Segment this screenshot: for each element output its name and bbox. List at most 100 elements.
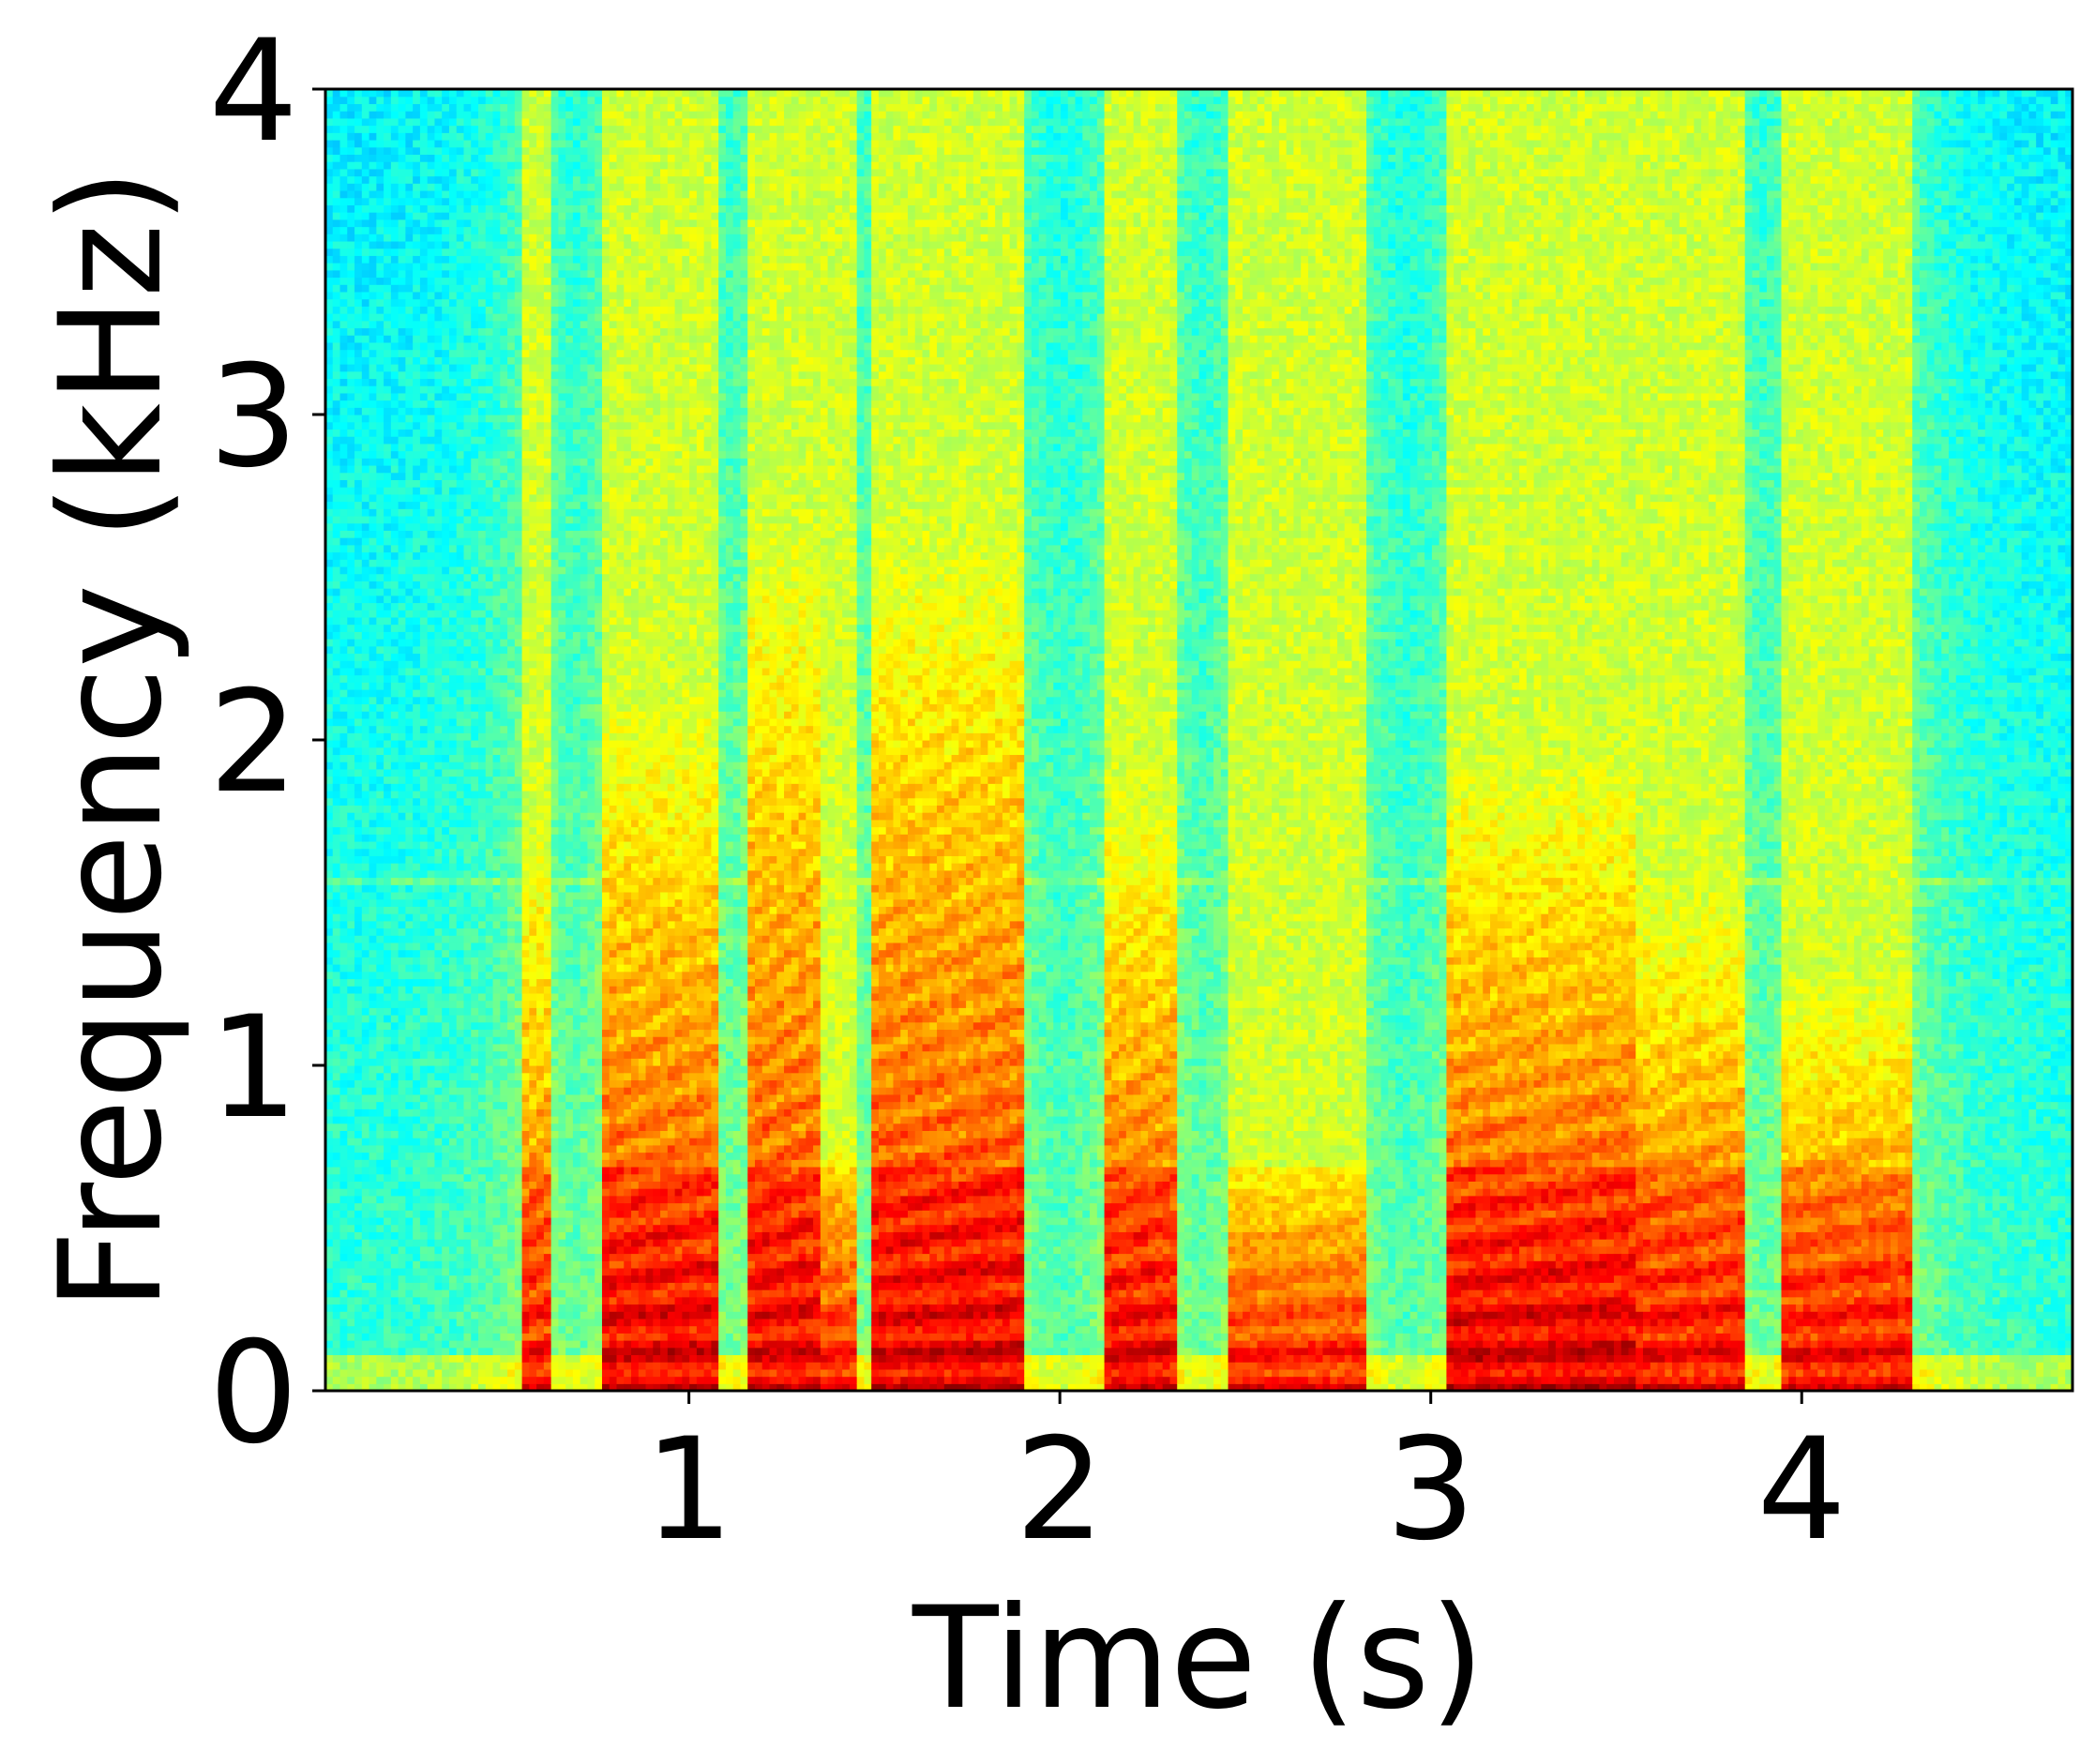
spectrogram-cell bbox=[333, 487, 340, 494]
spectrogram-cell bbox=[413, 393, 420, 400]
spectrogram-cell bbox=[362, 1159, 369, 1167]
spectrogram-cell bbox=[442, 219, 449, 227]
spectrogram-cell bbox=[420, 950, 428, 957]
spectrogram-cell bbox=[340, 1354, 348, 1362]
spectrogram-cell bbox=[354, 227, 362, 234]
spectrogram-cell bbox=[354, 169, 362, 176]
spectrogram-cell bbox=[384, 761, 391, 769]
spectrogram-cell bbox=[376, 942, 384, 950]
spectrogram-cell bbox=[362, 479, 369, 487]
spectrogram-cell bbox=[384, 682, 391, 689]
spectrogram-cell bbox=[347, 1181, 354, 1188]
spectrogram-cell bbox=[340, 1253, 348, 1260]
spectrogram-cell bbox=[449, 1246, 457, 1254]
spectrogram-cell bbox=[391, 321, 399, 328]
spectrogram-cell bbox=[449, 625, 457, 632]
spectrogram-cell bbox=[428, 537, 435, 545]
spectrogram-cell bbox=[399, 1268, 406, 1275]
spectrogram-cell bbox=[333, 161, 340, 169]
spectrogram-cell bbox=[413, 263, 420, 270]
spectrogram-cell bbox=[376, 1203, 384, 1211]
spectrogram-cell bbox=[384, 732, 391, 740]
spectrogram-cell bbox=[399, 1130, 406, 1138]
spectrogram-cell bbox=[434, 1073, 442, 1080]
spectrogram-cell bbox=[347, 1015, 354, 1022]
spectrogram-cell bbox=[434, 870, 442, 878]
spectrogram-cell bbox=[442, 675, 449, 683]
spectrogram-cell bbox=[376, 1297, 384, 1304]
spectrogram-cell bbox=[457, 1348, 464, 1355]
spectrogram-cell bbox=[399, 255, 406, 263]
spectrogram-cell bbox=[442, 313, 449, 321]
spectrogram-cell bbox=[434, 327, 442, 335]
spectrogram-cell bbox=[391, 921, 399, 928]
spectrogram-cell bbox=[420, 458, 428, 465]
spectrogram-cell bbox=[420, 371, 428, 379]
spectrogram-cell bbox=[434, 1369, 442, 1377]
spectrogram-cell bbox=[340, 718, 348, 726]
spectrogram-cell bbox=[333, 1217, 340, 1225]
spectrogram-cell bbox=[340, 342, 348, 350]
spectrogram-cell bbox=[362, 942, 369, 950]
spectrogram-cell bbox=[376, 306, 384, 313]
spectrogram-cell bbox=[391, 97, 399, 104]
spectrogram-cell bbox=[449, 1022, 457, 1030]
spectrogram-cell bbox=[340, 292, 348, 299]
spectrogram-cell bbox=[340, 1311, 348, 1319]
spectrogram-cell bbox=[449, 892, 457, 899]
spectrogram-cell bbox=[413, 660, 420, 668]
spectrogram-cell bbox=[362, 444, 369, 451]
spectrogram-cell bbox=[442, 927, 449, 935]
spectrogram-cell bbox=[434, 1181, 442, 1188]
spectrogram-cell bbox=[449, 1036, 457, 1044]
spectrogram-cell bbox=[449, 703, 457, 711]
spectrogram-cell bbox=[333, 863, 340, 870]
spectrogram-cell bbox=[420, 1369, 428, 1377]
spectrogram-cell bbox=[362, 1087, 369, 1094]
spectrogram-cell bbox=[333, 502, 340, 509]
spectrogram-cell bbox=[420, 1319, 428, 1326]
spectrogram-cell bbox=[434, 1196, 442, 1203]
spectrogram-cell bbox=[362, 1239, 369, 1246]
spectrogram-cell bbox=[347, 935, 354, 942]
spectrogram-cell bbox=[405, 147, 413, 155]
spectrogram-cell bbox=[362, 364, 369, 371]
spectrogram-cell bbox=[347, 1253, 354, 1260]
spectrogram-cell bbox=[362, 1153, 369, 1160]
spectrogram-cell bbox=[347, 1130, 354, 1138]
spectrogram-cell bbox=[391, 1116, 399, 1123]
spectrogram-cell bbox=[384, 639, 391, 646]
spectrogram-cell bbox=[442, 1239, 449, 1246]
spectrogram-cell bbox=[420, 176, 428, 184]
spectrogram-cell bbox=[333, 1181, 340, 1188]
spectrogram-cell bbox=[413, 306, 420, 313]
spectrogram-cell bbox=[369, 111, 377, 118]
spectrogram-cell bbox=[434, 849, 442, 856]
spectrogram-cell bbox=[376, 1167, 384, 1174]
spectrogram-cell bbox=[376, 596, 384, 603]
spectrogram-cell bbox=[369, 241, 377, 249]
spectrogram-cell bbox=[391, 1167, 399, 1174]
spectrogram-cell bbox=[376, 610, 384, 617]
spectrogram-cell bbox=[420, 602, 428, 610]
spectrogram-cell bbox=[449, 429, 457, 436]
spectrogram-cell bbox=[369, 140, 377, 147]
spectrogram-cell bbox=[405, 1377, 413, 1384]
spectrogram-cell bbox=[333, 1239, 340, 1246]
spectrogram-cell bbox=[362, 1282, 369, 1289]
spectrogram-cell bbox=[384, 356, 391, 364]
spectrogram-cell bbox=[376, 255, 384, 263]
spectrogram-cell bbox=[399, 154, 406, 161]
spectrogram-cell bbox=[384, 574, 391, 581]
spectrogram-cell bbox=[340, 270, 348, 278]
spectrogram-cell bbox=[442, 103, 449, 111]
spectrogram-cell bbox=[428, 596, 435, 603]
spectrogram-cell bbox=[340, 313, 348, 321]
spectrogram-cell bbox=[376, 327, 384, 335]
spectrogram-cell bbox=[405, 935, 413, 942]
spectrogram-cell bbox=[362, 1094, 369, 1102]
spectrogram-cell bbox=[442, 1138, 449, 1145]
spectrogram-cell bbox=[384, 1268, 391, 1275]
spectrogram-cell bbox=[376, 1268, 384, 1275]
spectrogram-cell bbox=[362, 508, 369, 516]
